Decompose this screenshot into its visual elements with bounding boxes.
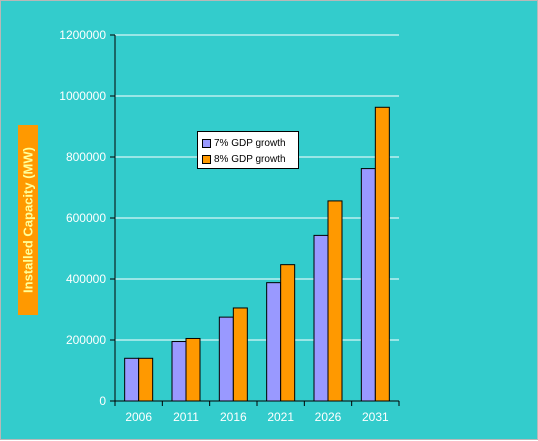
bar-7pct-2011 bbox=[171, 341, 187, 402]
bar-7pct-2016 bbox=[218, 316, 234, 402]
bar-7pct-2021 bbox=[266, 282, 282, 402]
x-tick-label: 2031 bbox=[362, 410, 389, 424]
bar-8pct-2026 bbox=[327, 200, 343, 402]
bar-7pct-2006 bbox=[124, 357, 140, 402]
bar-7pct-2031 bbox=[360, 168, 376, 402]
y-tick-label: 200000 bbox=[66, 333, 106, 347]
y-tick-label: 1200000 bbox=[59, 28, 106, 42]
y-tick-label: 1000000 bbox=[59, 89, 106, 103]
x-tick-label: 2006 bbox=[125, 410, 152, 424]
bar-8pct-2031 bbox=[374, 106, 390, 402]
legend-item-8pct: 8% GDP growth bbox=[202, 152, 286, 166]
y-axis-label-box bbox=[18, 125, 38, 315]
legend-swatch-7pct bbox=[202, 138, 211, 148]
y-tick-label: 400000 bbox=[66, 272, 106, 286]
y-tick-label: 600000 bbox=[66, 211, 106, 225]
bar-8pct-2021 bbox=[280, 264, 296, 402]
x-tick-label: 2026 bbox=[315, 410, 342, 424]
legend-swatch-8pct bbox=[202, 154, 211, 164]
y-axis-label: Installed Capacity (MW) bbox=[20, 147, 36, 293]
legend-label-7pct: 7% GDP growth bbox=[214, 137, 286, 149]
x-tick-label: 2016 bbox=[220, 410, 247, 424]
y-tick-label: 800000 bbox=[66, 150, 106, 164]
y-tick-label: 0 bbox=[99, 394, 106, 408]
x-tick-label: 2021 bbox=[267, 410, 294, 424]
bar-8pct-2016 bbox=[232, 307, 248, 402]
legend-label-8pct: 8% GDP growth bbox=[214, 153, 286, 165]
bar-8pct-2011 bbox=[185, 337, 201, 402]
bar-7pct-2026 bbox=[313, 234, 329, 402]
legend: 7% GDP growth 8% GDP growth bbox=[197, 131, 299, 169]
x-tick-label: 2011 bbox=[173, 410, 199, 424]
legend-item-7pct: 7% GDP growth bbox=[202, 136, 286, 150]
bar-8pct-2006 bbox=[138, 357, 154, 402]
